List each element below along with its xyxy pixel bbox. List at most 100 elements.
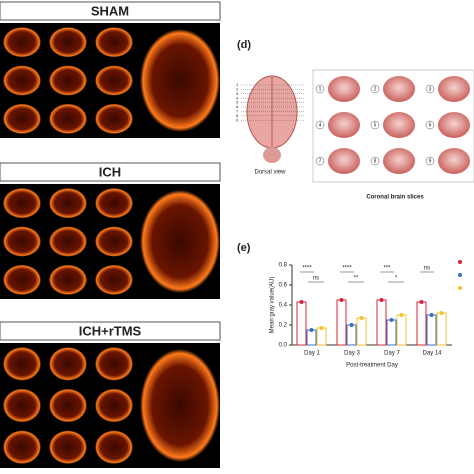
coronal-slice xyxy=(438,112,470,138)
level-number: 5 xyxy=(236,100,239,105)
coronal-slice xyxy=(328,148,360,174)
data-point xyxy=(439,311,444,315)
number-circle xyxy=(315,84,325,94)
coronal-slice xyxy=(383,112,415,138)
coronal-slice xyxy=(383,148,415,174)
group-label: ICH xyxy=(99,164,121,179)
level-number: 8 xyxy=(236,113,239,118)
panel-label: (d) xyxy=(237,39,251,51)
significance: **** xyxy=(342,266,352,272)
significance: ns xyxy=(424,266,430,272)
bar xyxy=(386,319,397,346)
data-point xyxy=(379,298,384,302)
brain-zoom-image xyxy=(140,29,220,132)
caption: Coronal brain slices xyxy=(366,195,424,201)
data-point xyxy=(359,316,364,320)
slice-number: 5 xyxy=(374,122,377,128)
significance: ** xyxy=(354,276,359,282)
data-point xyxy=(309,328,314,332)
panel-label: (e) xyxy=(237,242,251,254)
bar xyxy=(306,329,317,346)
brain-slice-image xyxy=(3,347,41,381)
group-label-box xyxy=(0,1,221,21)
slice-number: 6 xyxy=(429,122,432,128)
brain-slice-image xyxy=(95,430,133,464)
significance: * xyxy=(395,276,398,282)
data-point xyxy=(299,300,304,304)
y-axis-label: Mean gray value(AU) xyxy=(270,277,276,334)
number-circle xyxy=(425,120,435,130)
brain-slice-image xyxy=(3,65,41,96)
brain-zoom-image xyxy=(140,349,220,462)
brain-slice-image xyxy=(95,103,133,134)
number-circle xyxy=(370,120,380,130)
slice-number: 9 xyxy=(429,158,432,164)
x-axis-label: Post-treatment Day xyxy=(346,363,398,369)
cerebellum xyxy=(263,147,281,163)
brain-slice-image xyxy=(95,388,133,423)
brain-slice-image xyxy=(49,27,87,58)
slice-number: 1 xyxy=(319,86,322,92)
y-tick-label: 0.4 xyxy=(279,303,288,309)
slice-number: 2 xyxy=(374,86,377,92)
number-circle xyxy=(315,156,325,166)
x-tick-label: Day 7 xyxy=(384,351,400,357)
brain-slice-image xyxy=(95,27,133,58)
brain-slice-image xyxy=(49,347,87,381)
brain-slice-image xyxy=(49,103,87,134)
bar xyxy=(296,301,307,346)
number-circle xyxy=(425,156,435,166)
brain-slice-image xyxy=(3,430,41,464)
level-number: 1 xyxy=(236,82,239,87)
number-circle xyxy=(425,84,435,94)
data-point xyxy=(429,313,434,317)
coronal-slice xyxy=(328,76,360,102)
slice-number: 4 xyxy=(319,122,322,128)
data-point xyxy=(389,318,394,322)
y-tick-label: 0.2 xyxy=(279,323,288,329)
brain-slice-image xyxy=(95,264,133,296)
significance: *** xyxy=(383,266,391,272)
slice-number: 7 xyxy=(319,158,322,164)
brain-slice-image xyxy=(3,27,41,58)
significance: ns xyxy=(313,276,319,282)
data-point xyxy=(399,313,404,317)
legend-marker xyxy=(458,273,462,277)
brain-zoom-image xyxy=(140,190,220,293)
caption: Dorsal view xyxy=(254,170,286,176)
legend-marker xyxy=(458,286,462,290)
x-tick-label: Day 3 xyxy=(344,351,360,357)
data-point xyxy=(319,326,324,330)
number-circle xyxy=(370,156,380,166)
y-tick-label: 0.6 xyxy=(279,283,288,289)
slice-number: 3 xyxy=(429,86,432,92)
y-tick-label: 0.8 xyxy=(279,263,288,269)
brain-slice-image xyxy=(3,226,41,257)
y-tick-label: 0.0 xyxy=(279,343,288,349)
significance: **** xyxy=(302,266,312,272)
brain-slice-image xyxy=(3,264,41,296)
brain-slice-image xyxy=(49,264,87,296)
brain-slice-image xyxy=(3,188,41,219)
bar xyxy=(396,314,407,346)
group-label-box xyxy=(0,162,221,182)
legend-marker xyxy=(458,260,462,264)
data-point xyxy=(339,298,344,302)
x-tick-label: Day 14 xyxy=(422,351,442,357)
level-number: 3 xyxy=(236,91,239,96)
bar xyxy=(346,324,357,346)
brain-slice-image xyxy=(95,226,133,257)
brain-slice-image xyxy=(49,430,87,464)
brain-slice-image xyxy=(49,188,87,219)
brain-slice-image xyxy=(49,226,87,257)
bar xyxy=(316,327,327,346)
coronal-slice xyxy=(438,148,470,174)
level-number: 7 xyxy=(236,108,239,113)
brain-slice-image xyxy=(95,347,133,381)
bar xyxy=(416,301,427,346)
x-tick-label: Day 1 xyxy=(304,351,320,357)
data-point xyxy=(349,323,354,327)
level-number: 2 xyxy=(236,86,239,91)
group-label: ICH+rTMS xyxy=(79,323,142,338)
